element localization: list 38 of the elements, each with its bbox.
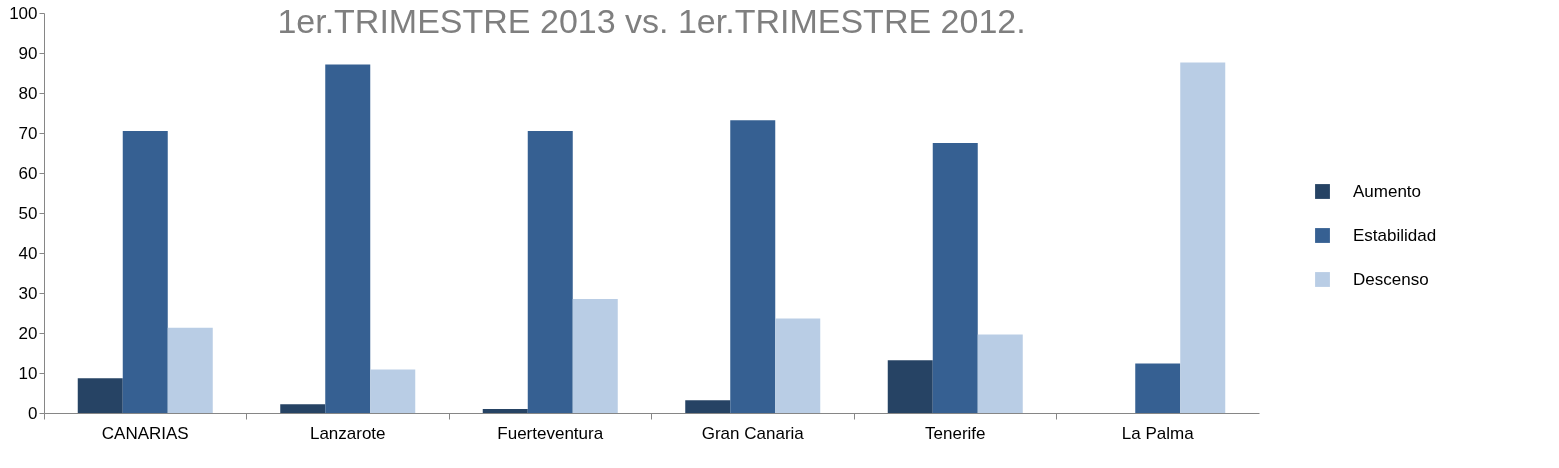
legend-label: Aumento	[1353, 181, 1422, 201]
y-tick-label: 10	[18, 363, 38, 383]
bar	[1135, 363, 1181, 413]
bar	[775, 318, 821, 413]
bar	[977, 334, 1023, 413]
bar	[887, 360, 933, 413]
bar	[280, 404, 326, 413]
bar	[370, 369, 416, 413]
bar	[932, 143, 978, 413]
legend-label: Estabilidad	[1353, 225, 1437, 245]
bar	[167, 327, 213, 413]
bar	[77, 378, 123, 413]
y-tick-label: 80	[18, 83, 38, 103]
x-tick-label: Lanzarote	[309, 423, 386, 443]
bar	[572, 299, 618, 413]
y-tick-label: 100	[9, 3, 38, 23]
y-tick-label: 20	[18, 323, 38, 343]
y-tick-label: 50	[18, 203, 38, 223]
bar	[1180, 62, 1226, 413]
y-tick-label: 40	[18, 243, 38, 263]
x-tick-label: CANARIAS	[101, 423, 189, 443]
y-tick-label: 60	[18, 163, 38, 183]
bar	[482, 409, 528, 413]
x-tick-label: Fuerteventura	[497, 423, 604, 443]
bar	[730, 120, 776, 413]
bar	[527, 131, 573, 413]
y-tick-label: 30	[18, 283, 38, 303]
y-tick-label: 90	[18, 43, 38, 63]
x-tick-label: La Palma	[1121, 423, 1195, 443]
legend-label: Descenso	[1353, 269, 1429, 289]
y-tick-label: 0	[28, 403, 38, 423]
bar	[122, 131, 168, 413]
y-tick-label: 70	[18, 123, 38, 143]
x-tick-label: Gran Canaria	[701, 423, 805, 443]
bar	[325, 64, 371, 413]
chart-title: 1er.TRIMESTRE 2013 vs. 1er.TRIMESTRE 2012.	[277, 2, 1026, 40]
x-tick-label: Tenerife	[925, 423, 986, 443]
bar	[685, 400, 731, 413]
